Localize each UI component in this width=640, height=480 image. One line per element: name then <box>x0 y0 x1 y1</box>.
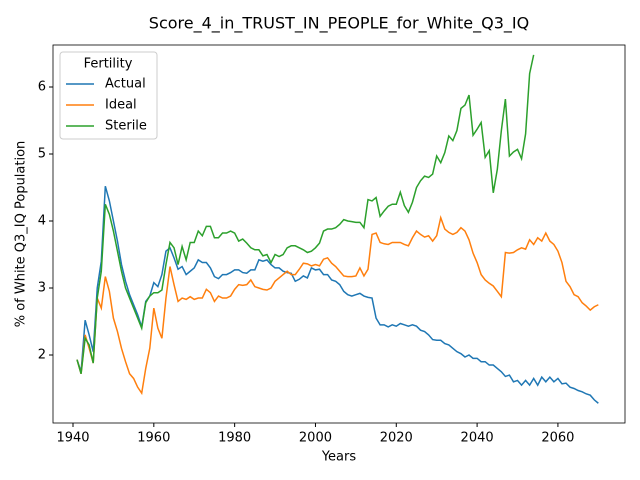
y-tick-label: 3 <box>38 281 46 296</box>
data-line <box>76 54 535 374</box>
legend-title: Fertility <box>84 57 133 72</box>
x-tick-label: 1940 <box>56 431 89 446</box>
legend-label: Actual <box>105 77 146 92</box>
legend-label: Sterile <box>105 119 147 134</box>
y-tick-label: 6 <box>38 80 46 95</box>
x-tick-label: 1980 <box>218 431 251 446</box>
x-axis-label: Years <box>321 450 357 465</box>
data-line <box>76 214 599 396</box>
legend-box <box>59 51 158 140</box>
y-tick-label: 5 <box>38 147 46 162</box>
y-axis-label: % of White Q3_IQ Population <box>14 141 29 328</box>
legend-label: Ideal <box>105 98 137 113</box>
x-tick-label: 2020 <box>380 431 413 446</box>
x-tick-label: 2060 <box>541 431 574 446</box>
data-line <box>76 185 599 404</box>
x-tick-label: 2000 <box>299 431 332 446</box>
x-tick-label: 1960 <box>137 431 170 446</box>
y-tick-label: 2 <box>38 347 46 362</box>
plot-frame <box>52 44 626 424</box>
x-tick-label: 2040 <box>461 431 494 446</box>
chart-title: Score_4_in_TRUST_IN_PEOPLE_for_White_Q3_… <box>149 14 529 34</box>
y-tick-label: 4 <box>38 214 46 229</box>
